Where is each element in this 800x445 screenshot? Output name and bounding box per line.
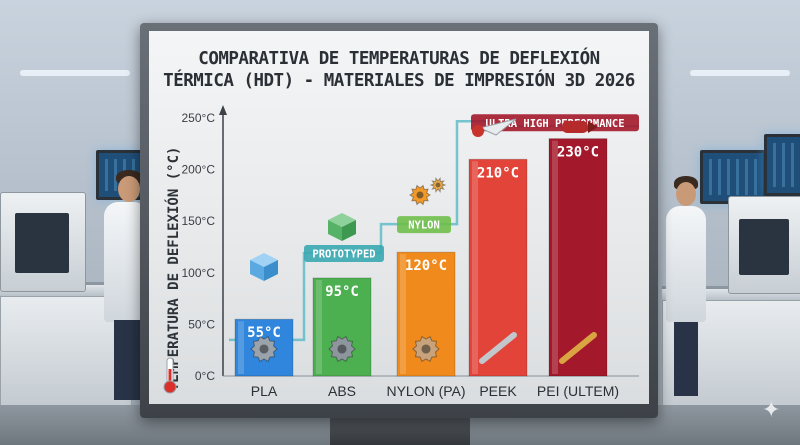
y-tick-label: 150°C [182, 214, 216, 228]
bar-value-label: 210°C [477, 165, 519, 181]
board-stand [330, 418, 470, 445]
y-tick-label: 100°C [182, 266, 216, 280]
annotation-prototyped: PROTOTYPED [312, 248, 375, 260]
x-category-label: PLA [251, 383, 278, 399]
3d-printer [0, 192, 86, 292]
x-category-label: NYLON (PA) [386, 383, 465, 399]
annotation-nylon: NYLON [408, 220, 440, 232]
ceiling-light [20, 70, 130, 76]
box-icon-side [328, 220, 342, 241]
scientist-figure [664, 176, 708, 396]
turbine-icon [562, 121, 588, 133]
y-tick-label: 250°C [182, 111, 216, 125]
gear-icon-hub [421, 344, 431, 354]
cube-icon-side [250, 260, 264, 281]
cube-icon-front [264, 260, 278, 281]
annotation-nylon-bg [397, 216, 451, 234]
bolt-icon [479, 332, 517, 364]
x-category-label: PEI (ULTEM) [537, 383, 619, 399]
bar-highlight [472, 161, 478, 374]
chart-title-line2: TÉRMICA (HDT) - MATERIALES DE IMPRESIÓN … [163, 71, 635, 91]
bar-value-label: 120°C [405, 258, 447, 274]
box-icon-front [342, 220, 356, 241]
chart-panel: COMPARATIVA DE TEMPERATURAS DE DEFLEXIÓN… [149, 31, 649, 404]
annotation-prototyped-bg [304, 244, 384, 262]
sparkle-icon: ✦ [762, 398, 781, 423]
y-tick-label: 200°C [182, 163, 216, 177]
background-monitor [764, 134, 800, 196]
bar-value-label: 230°C [557, 145, 599, 161]
3d-printer [728, 196, 800, 294]
background-monitor [700, 150, 766, 204]
chart-title-line1: COMPARATIVA DE TEMPERATURAS DE DEFLEXIÓN [198, 49, 600, 69]
bar-chart: 0°C 50°C 100°C 150°C 200°C 250°C PROTOTYPED NYL… [182, 105, 639, 399]
bar-value-label: 55°C [247, 325, 281, 341]
bar-highlight [316, 279, 322, 374]
bar [548, 138, 608, 377]
thermometer-icon [163, 357, 177, 394]
x-category-label: PEEK [479, 383, 517, 399]
bar-highlight [400, 254, 406, 374]
gear-icon-hub [337, 344, 347, 354]
y-tick-label: 0°C [195, 369, 215, 383]
bar-highlight [552, 140, 558, 374]
gears-icon-small-hub [435, 182, 441, 188]
jet-icon [478, 118, 517, 136]
bar-value-label: 95°C [325, 284, 359, 300]
y-axis-arrow [219, 105, 227, 115]
x-category-label: ABS [328, 383, 356, 399]
y-tick-label: 50°C [188, 317, 215, 331]
turbine-nozzle-icon [588, 121, 598, 133]
engine-icon [472, 125, 484, 137]
bolt-icon [559, 332, 597, 364]
gears-icon-hub [416, 191, 424, 199]
gear-icon-hub [259, 344, 269, 354]
bar [312, 277, 372, 377]
bar-highlight [238, 321, 244, 374]
presentation-board: COMPARATIVA DE TEMPERATURAS DE DEFLEXIÓN… [140, 23, 658, 418]
bar [468, 158, 528, 377]
ceiling-light [690, 70, 790, 76]
